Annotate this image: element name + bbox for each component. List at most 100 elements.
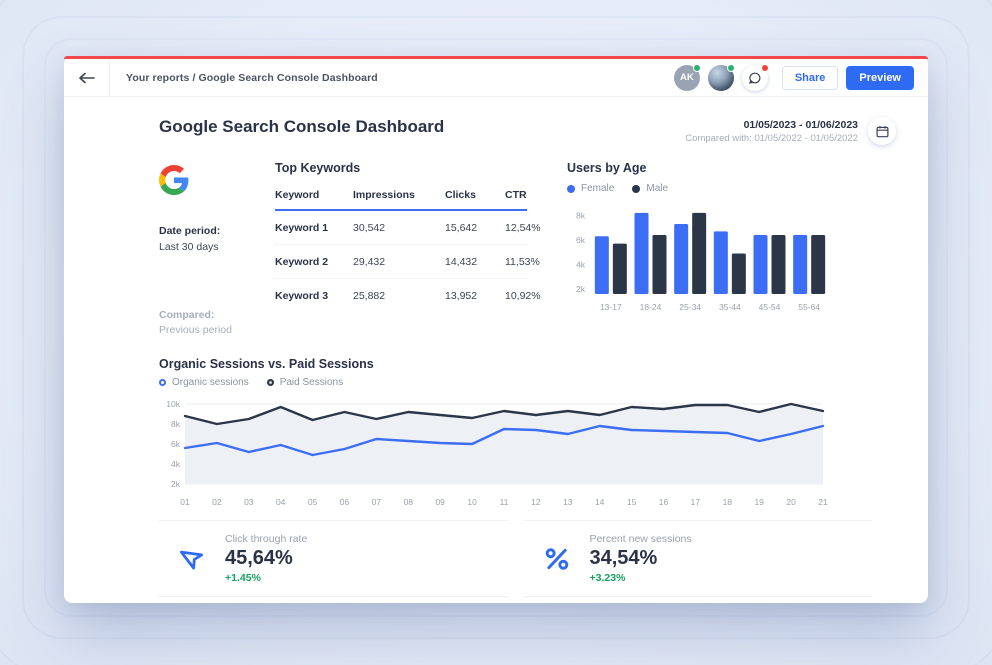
comments-button[interactable] [741,63,769,91]
keyword-cell: Keyword 1 [275,221,329,234]
stat-value: 34,54% [589,547,658,569]
avatar-photo[interactable] [707,63,735,91]
online-status-dot [726,63,735,72]
svg-text:35-44: 35-44 [719,302,741,312]
svg-text:03: 03 [244,497,254,507]
sessions-legend: Organic sessions Paid Sessions [159,377,872,388]
col-header-ctr: CTR [505,189,527,201]
svg-text:07: 07 [372,497,382,507]
date-range-current: 01/05/2023 - 01/06/2023 [743,118,858,131]
date-range-control: 01/05/2023 - 01/06/2023 Compared with: 0… [685,117,896,145]
cursor-icon [159,544,225,574]
stat-texts: Percent new sessions 34,54% +3.23% [590,533,692,584]
card-top-accent-line [64,56,928,59]
compared-block: Compared: Previous period [159,308,275,340]
report-header: Your reports / Google Search Console Das… [64,59,928,97]
table-row: Keyword 1 30,542 15,642 12,54% [275,211,541,245]
svg-text:55-64: 55-64 [798,302,820,312]
share-button[interactable]: Share [781,65,839,90]
svg-text:25-34: 25-34 [679,302,701,312]
date-period-label: Date period: [159,225,221,237]
keywords-table: Keyword Impressions Clicks CTR Keyword 1… [275,189,541,313]
keyword-cell: Keyword 3 [275,290,329,302]
col-header-clicks: Clicks [445,189,476,201]
impressions-cell: 25,882 [353,290,386,302]
svg-text:18: 18 [723,497,733,507]
calendar-icon [876,125,888,137]
svg-text:19: 19 [754,497,764,507]
top-keywords-title: Top Keywords [275,161,361,175]
paid-legend-ring [266,379,274,386]
svg-text:10: 10 [467,497,477,507]
keyword-cell: Keyword 2 [275,255,329,268]
svg-text:04: 04 [276,497,286,507]
ctr-cell: 11,53% [505,255,540,268]
back-arrow-icon [78,72,95,83]
svg-text:6k: 6k [576,235,586,245]
avatar-initials-text: AK [679,72,694,83]
male-legend-dot [632,184,641,193]
organic-legend-ring [159,379,166,386]
table-row: Keyword 2 29,432 14,432 11,53% [275,245,540,279]
stat-delta: +3.23% [589,572,626,584]
ctr-cell: 12,54% [505,221,541,234]
svg-text:08: 08 [404,497,414,507]
keywords-table-header: Keyword Impressions Clicks CTR [275,189,527,211]
impressions-cell: 30,542 [353,221,386,234]
svg-text:2k: 2k [171,479,181,489]
report-body: Google Search Console Dashboard 01/05/20… [64,117,928,597]
ctr-cell: 10,92% [505,290,541,302]
clicks-cell: 14,432 [445,255,478,268]
svg-text:09: 09 [435,497,445,507]
back-button[interactable] [64,59,110,96]
calendar-button[interactable] [868,117,896,145]
svg-text:2k: 2k [576,284,586,294]
date-period-value: Last 30 days [159,240,219,253]
stat-texts: Click through rate 45,64% +1.45% [225,533,307,584]
legend-item-organic[interactable]: Organic sessions [159,377,249,388]
legend-item-paid[interactable]: Paid Sessions [266,377,343,388]
svg-text:18-24: 18-24 [640,302,662,312]
svg-text:21: 21 [818,497,828,507]
svg-text:6k: 6k [171,439,181,449]
title-row: Google Search Console Dashboard 01/05/20… [159,117,896,145]
svg-text:20: 20 [786,497,796,507]
notification-dot [760,63,769,72]
date-range-compared: Compared with: 01/05/2022 - 01/05/2022 [685,132,858,144]
svg-text:8k: 8k [171,419,181,429]
sessions-title: Organic Sessions vs. Paid Sessions [159,357,374,371]
breadcrumb: Your reports / Google Search Console Das… [126,71,378,84]
sessions-line-chart: 2k 4k 6k 8k 10k 01 02 03 04 05 06 07 08 09 10 11 12 13 14 1… [166,399,828,507]
svg-text:17: 17 [691,497,701,507]
avatar-initials[interactable]: AK [673,63,701,91]
online-status-dot [692,63,701,72]
svg-text:16: 16 [659,497,669,507]
svg-text:15: 15 [627,497,637,507]
legend-item-male[interactable]: Male [632,183,668,194]
google-logo-icon [159,165,189,195]
preview-button[interactable]: Preview [846,65,914,90]
organic-legend-label: Organic sessions [172,377,249,388]
date-range: 01/05/2023 - 01/06/2023 Compared with: 0… [685,119,858,144]
svg-text:13: 13 [563,497,573,507]
top-section: Date period: Last 30 days Compared: Prev… [159,161,872,339]
compared-value: Previous period [159,324,232,337]
users-by-age-chart: 2k 4k 6k 8k 13-17 18-24 25-34 35-44 45-54 55-64 [576,210,826,312]
stat-value: 45,64% [225,547,293,569]
svg-text:8k: 8k [576,210,586,220]
svg-text:10k: 10k [166,399,180,409]
percent-icon [524,544,590,574]
clicks-cell: 15,642 [445,221,478,234]
users-by-age-widget: Users by Age Female Male 2k 4k 6k 8k 13-17 18… [567,161,872,339]
svg-text:14: 14 [595,497,605,507]
users-by-age-legend: Female Male [567,183,872,194]
stat-delta: +1.45% [225,572,261,584]
svg-text:05: 05 [308,497,318,507]
source-meta-column: Date period: Last 30 days Compared: Prev… [159,161,275,339]
chat-bubble-icon [748,72,761,84]
svg-text:06: 06 [340,497,350,507]
col-header-keyword: Keyword [275,189,320,201]
stat-label: Click through rate [225,533,308,545]
legend-item-female[interactable]: Female [567,183,614,194]
